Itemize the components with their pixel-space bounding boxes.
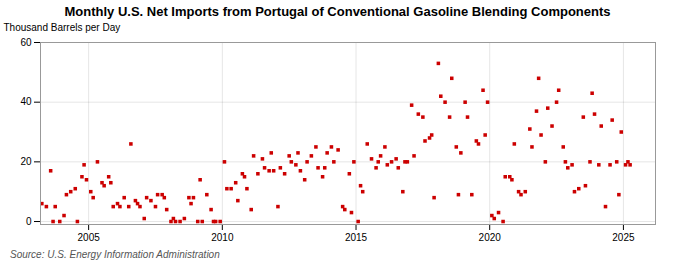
html-text:Monthly U.S. Net Imports from: Monthly U.S. Net Imports from Portugal o…: [64, 4, 611, 19]
svg-text:2005: 2005: [78, 232, 101, 243]
svg-text:2015: 2015: [345, 232, 368, 243]
html-text:Source: U.S. Energy Informatio: Source: U.S. Energy Information Administ…: [10, 249, 220, 260]
svg-text:40: 40: [20, 96, 32, 107]
svg-text:2010: 2010: [211, 232, 234, 243]
svg-text:2020: 2020: [479, 232, 502, 243]
svg-text:0: 0: [26, 216, 32, 227]
svg-text:Thousand Barrels per Day: Thousand Barrels per Day: [4, 22, 121, 33]
svg-text:60: 60: [20, 37, 32, 48]
svg-text:20: 20: [20, 156, 32, 167]
svg-text:2025: 2025: [612, 232, 635, 243]
